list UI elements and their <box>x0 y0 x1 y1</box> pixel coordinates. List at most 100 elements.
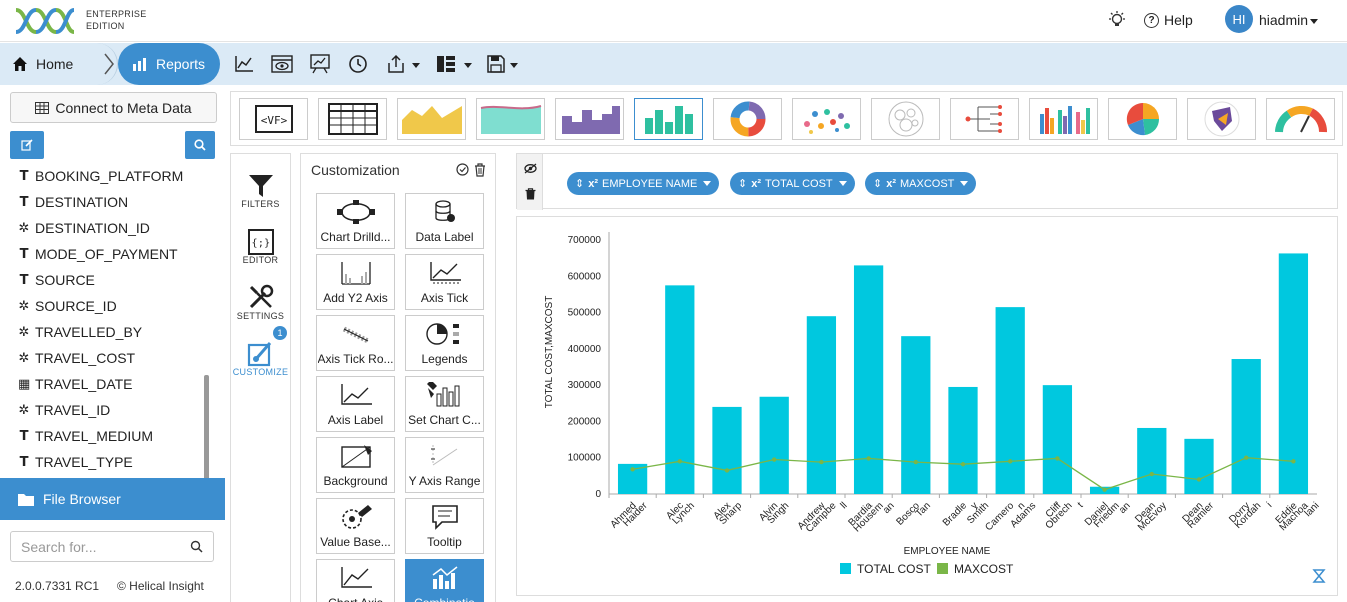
legend-swatch-maxcost <box>937 563 948 574</box>
chart-type-table[interactable] <box>318 98 387 140</box>
breadcrumb-reports[interactable]: Reports <box>118 43 220 85</box>
chart-type-multibar[interactable] <box>1029 98 1098 140</box>
file-browser-button[interactable]: File Browser <box>0 478 225 520</box>
custom-tile-label: Chart Axis <box>318 596 394 602</box>
breadcrumb-home[interactable]: Home <box>0 43 118 85</box>
trash-icon[interactable] <box>474 163 486 177</box>
check-circle-icon[interactable] <box>456 163 469 176</box>
custom-tile[interactable]: Data Label <box>405 193 484 249</box>
custom-tile-label: Y Axis Range <box>408 474 481 488</box>
preview-icon[interactable] <box>270 52 294 76</box>
bar <box>995 307 1025 494</box>
field-label: SOURCE_ID <box>35 298 117 314</box>
save-caret-icon[interactable] <box>510 63 518 68</box>
custom-tile[interactable]: Axis Tick <box>405 254 484 310</box>
custom-tile[interactable]: Background <box>316 437 395 493</box>
chart-type-stacked-area[interactable] <box>476 98 545 140</box>
chart-type-pie[interactable] <box>1108 98 1177 140</box>
field-label: TRAVELLED_BY <box>35 324 143 340</box>
custom-tile[interactable]: Axis Label <box>316 376 395 432</box>
export-caret-icon[interactable] <box>412 63 420 68</box>
field-item[interactable]: ✲ DESTINATION_ID <box>0 215 210 241</box>
search-icon[interactable] <box>190 540 203 553</box>
lightbulb-icon[interactable] <box>1107 10 1127 30</box>
chart-type-area[interactable] <box>397 98 466 140</box>
layout-icon[interactable] <box>434 52 458 76</box>
field-item[interactable]: T TRAVEL_TYPE <box>0 449 210 475</box>
tools-icon <box>249 284 273 309</box>
custom-tile[interactable]: Combinatio <box>405 559 484 602</box>
field-chip[interactable]: ⇕ x² MAXCOST <box>865 172 977 195</box>
chart-type-bar[interactable] <box>634 98 703 140</box>
chart-type-strip: <VF> <box>230 91 1343 146</box>
filter-icon <box>248 175 273 197</box>
side-nav: FILTERS {;} EDITOR SETTINGS CUSTOMIZE 1 <box>230 153 291 602</box>
y-tick-label: 300000 <box>568 380 602 391</box>
field-item[interactable]: T SOURCE <box>0 267 210 293</box>
field-item[interactable]: T DESTINATION <box>0 189 210 215</box>
field-item[interactable]: T BOOKING_PLATFORM <box>0 163 210 189</box>
custom-tile[interactable]: Value Base... <box>316 498 395 554</box>
field-label: TRAVEL_TYPE <box>35 454 133 470</box>
hourglass-icon[interactable] <box>1312 569 1326 583</box>
custom-tile-label: Value Base... <box>320 535 391 549</box>
field-search-button[interactable] <box>185 131 215 159</box>
custom-tile[interactable]: Set Chart C... <box>405 376 484 432</box>
custom-tile[interactable]: Chart Axis <box>316 559 395 602</box>
layout-caret-icon[interactable] <box>464 63 472 68</box>
field-chip[interactable]: ⇕ x² EMPLOYEE NAME <box>567 172 720 195</box>
nav-filters[interactable]: FILTERS <box>231 156 290 212</box>
chart-type-vf[interactable]: <VF> <box>239 98 308 140</box>
text-type-icon: T <box>19 454 29 470</box>
custom-tile[interactable]: Chart Drilld... <box>316 193 395 249</box>
chart-type-radar[interactable] <box>1187 98 1256 140</box>
background-icon <box>338 438 374 474</box>
edit-button[interactable] <box>10 131 44 159</box>
field-item[interactable]: ✲ TRAVEL_COST <box>0 345 210 371</box>
trash-icon[interactable] <box>525 188 536 200</box>
calendar-icon: ▦ <box>18 376 31 392</box>
legend-label-total-cost: TOTAL COST <box>857 562 931 576</box>
visibility-icon[interactable] <box>524 163 537 174</box>
field-list-scrollbar[interactable] <box>204 375 209 480</box>
chart-type-step[interactable] <box>555 98 624 140</box>
history-icon[interactable] <box>346 52 370 76</box>
chart-type-scatter[interactable] <box>792 98 861 140</box>
field-chip[interactable]: ⇕ x² TOTAL COST <box>730 172 855 195</box>
connect-metadata-button[interactable]: Connect to Meta Data <box>10 92 217 123</box>
nav-customize[interactable]: CUSTOMIZE <box>231 324 290 380</box>
custom-tile[interactable]: Y Axis Range <box>405 437 484 493</box>
field-item[interactable]: ✲ SOURCE_ID <box>0 293 210 319</box>
line-point <box>630 467 635 472</box>
presentation-icon[interactable] <box>308 52 332 76</box>
field-label: MODE_OF_PAYMENT <box>35 246 178 262</box>
chart-type-gauge[interactable] <box>1266 98 1335 140</box>
field-item[interactable]: ▦ TRAVEL_DATE <box>0 371 210 397</box>
nav-settings[interactable]: SETTINGS <box>231 268 290 324</box>
field-dropzone: ⇕ x² EMPLOYEE NAME ⇕ x² TOTAL COST ⇕ x² MAXCOST <box>516 153 1338 210</box>
user-menu[interactable]: hiadmin <box>1259 12 1319 28</box>
field-item[interactable]: ✲ TRAVELLED_BY <box>0 319 210 345</box>
line-chart-icon[interactable] <box>232 52 256 76</box>
field-item[interactable]: T TRAVEL_MEDIUM <box>0 423 210 449</box>
file-search-input[interactable] <box>21 538 171 555</box>
field-item[interactable]: T MODE_OF_PAYMENT <box>0 241 210 267</box>
custom-tile[interactable]: Add Y2 Axis <box>316 254 395 310</box>
field-item[interactable]: ✲ TRAVEL_ID <box>0 397 210 423</box>
bar <box>853 265 884 494</box>
help-button[interactable]: ? Help <box>1144 12 1193 28</box>
custom-tile[interactable]: Axis Tick Ro... <box>316 315 395 371</box>
nav-editor[interactable]: {;} EDITOR <box>231 212 290 268</box>
save-icon[interactable] <box>484 52 508 76</box>
file-search <box>10 531 214 562</box>
custom-tile[interactable]: Legends <box>405 315 484 371</box>
y-tick-label: 100000 <box>568 453 602 464</box>
chart-type-donut[interactable] <box>713 98 782 140</box>
avatar[interactable]: HI <box>1225 5 1253 33</box>
export-icon[interactable] <box>384 52 408 76</box>
chart-type-bubble[interactable] <box>871 98 940 140</box>
left-panel: Connect to Meta Data T BOOKING_PLATFORM T D… <box>0 85 225 602</box>
chart-type-tree[interactable] <box>950 98 1019 140</box>
custom-tile[interactable]: Tooltip <box>405 498 484 554</box>
chip-prefix: x² <box>751 177 761 190</box>
